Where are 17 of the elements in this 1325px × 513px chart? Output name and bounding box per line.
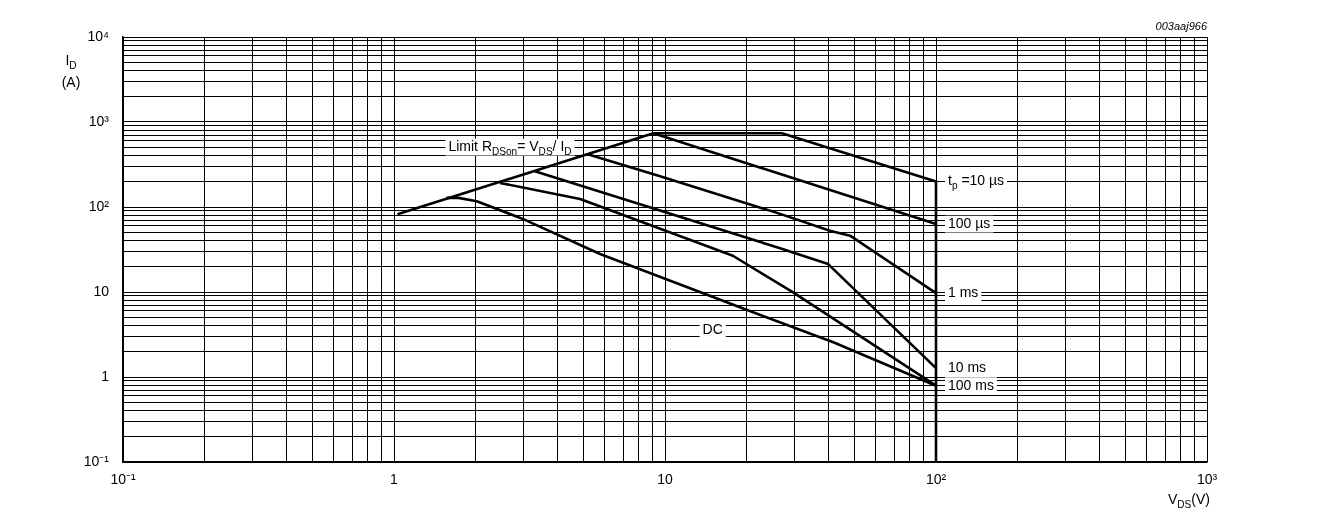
series-label: 100 µs [948, 214, 991, 231]
x-tick-label: 10⁻¹ [110, 471, 136, 488]
y-tick-label: 10³ [88, 112, 110, 129]
annotation: DC [702, 320, 723, 337]
y-tick-label: 10² [88, 197, 110, 214]
x-tick-label: 10³ [1196, 471, 1218, 488]
x-tick-label: 1 [390, 471, 399, 488]
y-tick-label: 10⁻¹ [83, 452, 110, 469]
series-label: 1 ms [948, 283, 979, 300]
y-tick-label: 10 [93, 282, 110, 299]
x-tick-label: 10² [925, 471, 947, 488]
y-tick-label: 1 [101, 367, 110, 384]
series-label: 10 ms [948, 359, 987, 376]
x-tick-label: 10 [657, 471, 673, 488]
y-tick-label: 10⁴ [87, 27, 109, 44]
text: 003aaj966 [1155, 20, 1208, 33]
series-label: 100 ms [948, 376, 994, 393]
